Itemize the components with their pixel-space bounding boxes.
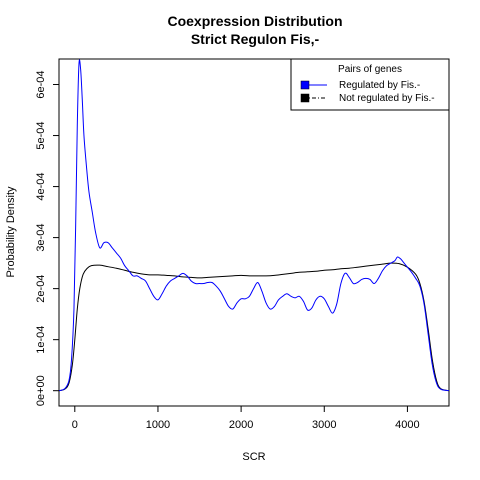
y-tick-label: 0e+00 [35, 375, 47, 406]
series-line-not-regulated [59, 262, 449, 392]
chart-subtitle: Strict Regulon Fis,- [191, 31, 320, 47]
y-axis: 0e+00 1e-04 2e-04 3e-04 4e-04 5e-04 6e-04 [35, 70, 59, 406]
series-line-regulated [59, 59, 449, 392]
x-tick-label: 3000 [312, 419, 336, 431]
x-tick-label: 0 [72, 419, 78, 431]
y-tick-label: 5e-04 [35, 121, 47, 149]
legend: Pairs of genes Regulated by Fis.- Not re… [290, 58, 450, 111]
x-axis-label: SCR [242, 451, 265, 463]
y-axis-label: Probability Density [5, 186, 17, 278]
legend-label-regulated: Regulated by Fis.- [339, 80, 420, 91]
legend-label-not-regulated: Not regulated by Fis.- [339, 93, 435, 104]
plot-frame [58, 58, 450, 407]
y-tick-label: 1e-04 [35, 326, 47, 354]
series-layer [59, 59, 449, 392]
x-tick-label: 1000 [146, 419, 170, 431]
chart-title: Coexpression Distribution [167, 13, 342, 29]
x-axis: 0 1000 2000 3000 4000 [72, 406, 420, 431]
y-tick-label: 6e-04 [35, 70, 47, 98]
legend-swatch-regulated [300, 80, 310, 90]
legend-title: Pairs of genes [338, 64, 402, 75]
legend-swatch-not-regulated [300, 93, 310, 103]
y-tick-label: 4e-04 [35, 173, 47, 201]
x-tick-label: 4000 [395, 419, 419, 431]
x-tick-label: 2000 [229, 419, 253, 431]
y-tick-label: 3e-04 [35, 224, 47, 252]
y-tick-label: 2e-04 [35, 275, 47, 303]
